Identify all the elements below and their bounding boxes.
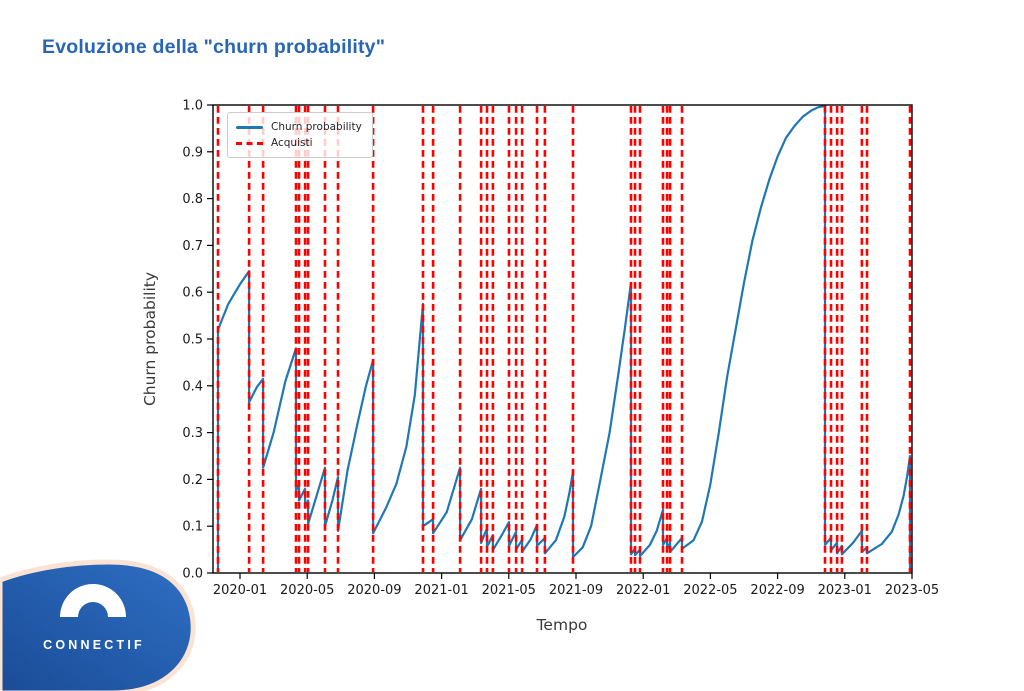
chart-legend: Churn probability Acquisti bbox=[227, 112, 373, 158]
y-axis-label: Churn probability bbox=[141, 271, 159, 407]
y-tick-label: 0.2 bbox=[182, 473, 203, 488]
y-tick-label: 0.1 bbox=[182, 520, 203, 535]
y-tick-label: 0.4 bbox=[182, 379, 203, 394]
x-tick-label: 2020-01 bbox=[213, 583, 267, 598]
logo-wordmark: CONNECTIF bbox=[43, 638, 145, 652]
y-tick-label: 0.3 bbox=[182, 426, 203, 441]
x-tick-label: 2021-01 bbox=[414, 583, 468, 598]
churn-probability-line bbox=[216, 104, 912, 571]
y-tick-label: 0.6 bbox=[182, 286, 203, 301]
y-tick-label: 1.0 bbox=[182, 99, 203, 114]
y-tick-label: 0.5 bbox=[182, 333, 203, 348]
x-tick-label: 2023-01 bbox=[818, 583, 872, 598]
x-tick-label: 2020-05 bbox=[280, 583, 334, 598]
y-tick-label: 0.0 bbox=[182, 567, 203, 582]
y-tick-label: 0.8 bbox=[182, 192, 203, 207]
x-axis-label: Tempo bbox=[536, 616, 588, 634]
x-tick-label: 2021-05 bbox=[482, 583, 536, 598]
y-tick-label: 0.9 bbox=[182, 145, 203, 160]
x-tick-label: 2021-09 bbox=[549, 583, 603, 598]
x-tick-label: 2020-09 bbox=[347, 583, 401, 598]
x-tick-label: 2022-01 bbox=[616, 583, 670, 598]
page-title: Evoluzione della "churn probability" bbox=[42, 36, 386, 58]
x-tick-label: 2023-05 bbox=[885, 583, 939, 598]
plot-border bbox=[212, 104, 913, 574]
y-tick-label: 0.7 bbox=[182, 239, 203, 254]
legend-label: Acquisti bbox=[271, 137, 313, 149]
legend-entry-churn: Churn probability bbox=[236, 119, 362, 135]
x-tick-label: 2022-09 bbox=[750, 583, 804, 598]
solid-line-icon bbox=[236, 125, 263, 129]
legend-entry-acquisti: Acquisti bbox=[236, 135, 362, 151]
x-tick-label: 2022-05 bbox=[683, 583, 737, 598]
legend-label: Churn probability bbox=[271, 121, 362, 133]
dashed-line-icon bbox=[236, 141, 263, 145]
